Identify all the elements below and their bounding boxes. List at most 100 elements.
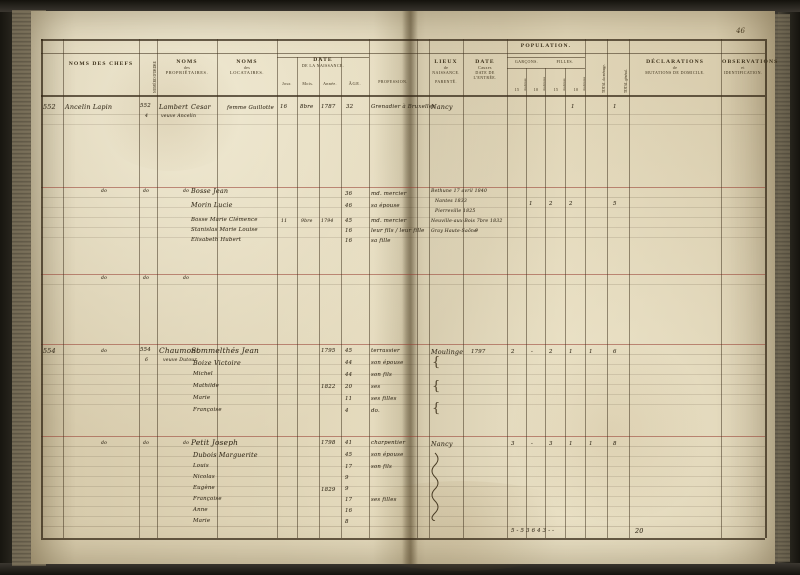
rule bbox=[41, 526, 765, 527]
col-rule bbox=[217, 39, 218, 538]
col-rule bbox=[607, 39, 608, 538]
header-date-entree: DATE Causes DATE DE L'ENTRÉE. bbox=[473, 59, 497, 80]
header-filles: FILLES. bbox=[556, 59, 574, 64]
entry-chef: do bbox=[101, 189, 108, 194]
brace-glyph: { bbox=[432, 355, 441, 370]
rule bbox=[41, 404, 765, 405]
rule bbox=[41, 496, 765, 497]
rule-red bbox=[41, 344, 765, 345]
header-rule bbox=[41, 53, 765, 54]
col-rule bbox=[721, 39, 722, 538]
rule bbox=[41, 227, 765, 228]
rule bbox=[41, 456, 765, 457]
entry-profession: son fils bbox=[371, 372, 393, 378]
entry-pop-mark: 2 bbox=[549, 201, 553, 207]
entry-pop-mark: 1 bbox=[569, 349, 573, 355]
col-rule bbox=[369, 39, 370, 538]
entry-person-name: Stanislas Marie Louise bbox=[191, 227, 258, 233]
entry-pop-mark: 3 bbox=[549, 441, 553, 447]
entry-lieu: Moulinge bbox=[431, 348, 464, 356]
entry-age: 4 bbox=[345, 408, 349, 414]
rule bbox=[41, 364, 765, 365]
header-bottom-rule bbox=[41, 95, 765, 97]
entry-person-name: Marie bbox=[193, 518, 211, 524]
entry-date-jour: 11 bbox=[281, 219, 288, 224]
entry-person-name: Bosse Marie Clémence bbox=[191, 217, 258, 223]
pop-subrule bbox=[507, 57, 585, 58]
col-rule bbox=[63, 39, 64, 538]
entry-total: 1 bbox=[613, 104, 617, 110]
entry-age: 44 bbox=[345, 372, 353, 378]
entry-age: 11 bbox=[345, 396, 353, 402]
entry-date-mois: 9bre bbox=[301, 219, 313, 224]
top-book-edge bbox=[0, 0, 800, 12]
entry-lieu: Nancy bbox=[431, 103, 453, 111]
entry-date-annee: 1822 bbox=[321, 384, 336, 390]
entry-total: 5 bbox=[613, 201, 617, 207]
rule bbox=[41, 374, 765, 375]
entry-date-annee: 1798 bbox=[321, 440, 336, 446]
entry-person-name: Bosse Jean bbox=[191, 187, 229, 195]
entry-age: 9 bbox=[345, 486, 349, 492]
col-rule bbox=[545, 68, 546, 538]
rule bbox=[41, 124, 765, 125]
brace-glyph: { bbox=[432, 379, 441, 394]
entry-pop-mark: 1 bbox=[589, 349, 593, 355]
entry-person-name: Michel bbox=[193, 371, 213, 377]
entry-person-name: Anne bbox=[193, 507, 208, 513]
entry-chef: Ancelin Lapin bbox=[65, 103, 113, 111]
entry-person-name: Sommelthés Jean bbox=[191, 346, 260, 355]
entry-numero-sub: 6 bbox=[145, 358, 149, 363]
header-profession: PROFESSION. bbox=[378, 79, 408, 84]
rule bbox=[41, 446, 765, 447]
entry-person-name: Françoise bbox=[193, 407, 222, 413]
entry-age: 16 bbox=[345, 508, 353, 514]
entry-person-name: Elisabeth Hubert bbox=[191, 237, 242, 243]
entry-chef: do bbox=[101, 441, 108, 446]
entry-date-annee: 1795 bbox=[321, 348, 336, 354]
col-rule bbox=[41, 39, 43, 538]
entry-person-name: Nicolas bbox=[193, 474, 215, 480]
header-noms-chefs: NOMS DES CHEFS bbox=[68, 61, 134, 67]
entry-numero-ditto: do bbox=[143, 276, 150, 281]
entry-profession: Grenadier à Bruxelles bbox=[371, 104, 436, 110]
col-rule bbox=[319, 57, 320, 538]
entry-numero: do bbox=[143, 441, 150, 446]
col-rule bbox=[526, 68, 527, 538]
entry-age: 46 bbox=[345, 203, 353, 209]
entry-proprietaire: do bbox=[183, 189, 190, 194]
entry-numero: 554 bbox=[140, 347, 151, 353]
entry-age: 45 bbox=[345, 218, 353, 224]
paper-spread: 46 bbox=[31, 11, 777, 571]
col-rule bbox=[297, 57, 298, 538]
entry-person-name: Marie bbox=[193, 395, 211, 401]
header-tick-15a: 15 bbox=[514, 87, 520, 92]
rule bbox=[41, 466, 765, 467]
header-numero-ordre: NUMÉRO D'ORDRE bbox=[153, 61, 157, 93]
entry-age: 17 bbox=[345, 464, 353, 470]
entry-profession: sa fille bbox=[371, 238, 391, 244]
header-total-menage: TOTAL du ménage. bbox=[602, 64, 606, 93]
entry-profession: leur fils / leur fille bbox=[371, 228, 425, 234]
entry-person-name: Dubois Marguerite bbox=[193, 451, 258, 459]
entry-lieu-line: Nantes 1833 bbox=[435, 199, 467, 204]
entry-age: 32 bbox=[346, 104, 354, 110]
entry-profession: ses filles bbox=[371, 396, 397, 402]
rule bbox=[41, 394, 765, 395]
entry-lieu-line: Gray Haute-Saône bbox=[431, 229, 478, 234]
rule bbox=[41, 476, 765, 477]
entry-age: 17 bbox=[345, 497, 353, 503]
col-rule bbox=[629, 39, 630, 538]
entry-person-name: Morin Lucie bbox=[191, 201, 233, 209]
entry-numero: do bbox=[143, 189, 150, 194]
col-rule bbox=[765, 39, 767, 538]
entry-chef: do bbox=[101, 349, 108, 354]
header-proprietaires: NOMS des PROPRIÉTAIRES. bbox=[165, 59, 209, 75]
entry-date-annee: 1787 bbox=[321, 104, 336, 110]
entry-date-annee: 1829 bbox=[321, 487, 336, 493]
header-lieux-naissance: LIEUX de NAISSANCE. bbox=[432, 59, 460, 75]
rule-red bbox=[41, 274, 765, 275]
entry-pop-mark: 2 bbox=[569, 201, 573, 207]
entry-numero-sub: 4 bbox=[145, 114, 149, 119]
